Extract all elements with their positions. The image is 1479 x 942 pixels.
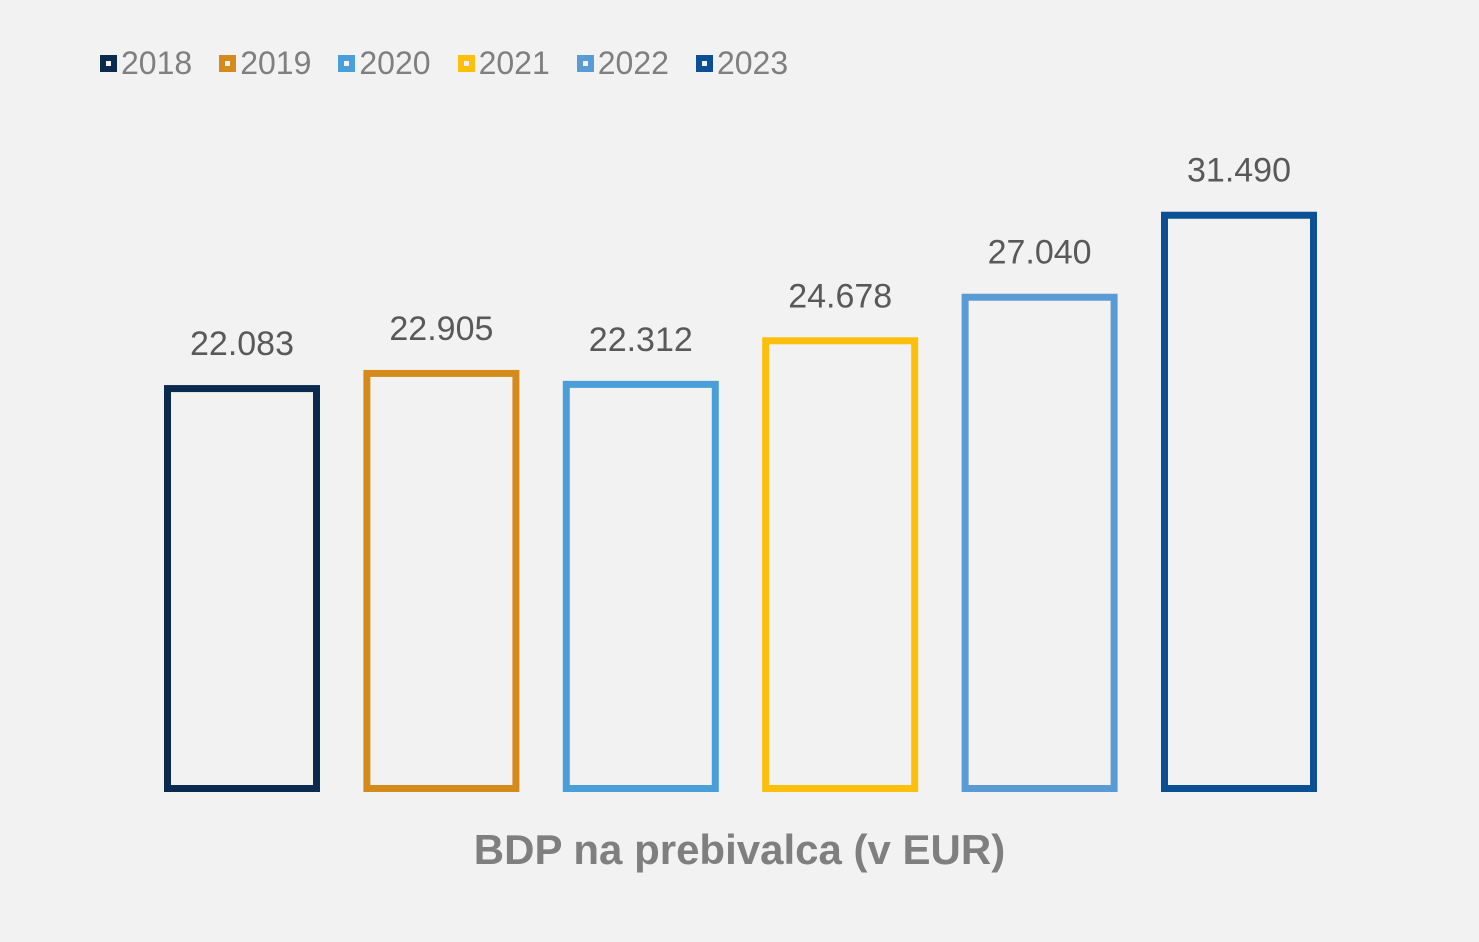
legend-item-2018: 2018	[100, 44, 192, 82]
data-label-2021: 24.678	[788, 277, 892, 315]
data-label-2018: 22.083	[190, 325, 294, 363]
bar-2022	[961, 293, 1118, 792]
legend-swatch-2021	[457, 54, 475, 72]
legend-item-2020: 2020	[338, 44, 431, 82]
legend-swatch-2018	[100, 54, 117, 72]
legend-swatch-2022	[576, 54, 594, 72]
legend-item-2023: 2023	[695, 44, 789, 82]
legend-label-2022: 2022	[597, 45, 669, 81]
data-label-2022: 27.040	[988, 234, 1092, 272]
legend-item-2022: 2022	[576, 44, 669, 82]
legend-swatch-2019	[219, 54, 237, 72]
data-label-2023: 31.490	[1187, 152, 1291, 190]
data-label-2020: 22.312	[589, 321, 693, 359]
bar-2019	[363, 369, 520, 792]
data-label-2019: 22.905	[389, 310, 493, 348]
legend-label-2019: 2019	[240, 45, 312, 81]
bar-2018	[164, 385, 320, 792]
legend-swatch-2023	[695, 54, 713, 72]
legend-label-2020: 2020	[359, 45, 431, 81]
legend-label-2021: 2021	[478, 45, 550, 81]
legend-label-2018: 2018	[121, 45, 193, 81]
x-axis-title: BDP na prebivalca (v EUR)	[473, 826, 1006, 873]
bar-2020	[562, 380, 719, 792]
bar-2021	[762, 337, 919, 792]
legend-item-2019: 2019	[219, 44, 311, 82]
legend-label-2023: 2023	[716, 45, 789, 81]
bar-2023	[1161, 211, 1317, 792]
chart-legend: 2018 2019 2020 2021 2022 2023	[100, 44, 815, 82]
legend-item-2021: 2021	[457, 44, 550, 82]
legend-swatch-2020	[338, 54, 356, 72]
